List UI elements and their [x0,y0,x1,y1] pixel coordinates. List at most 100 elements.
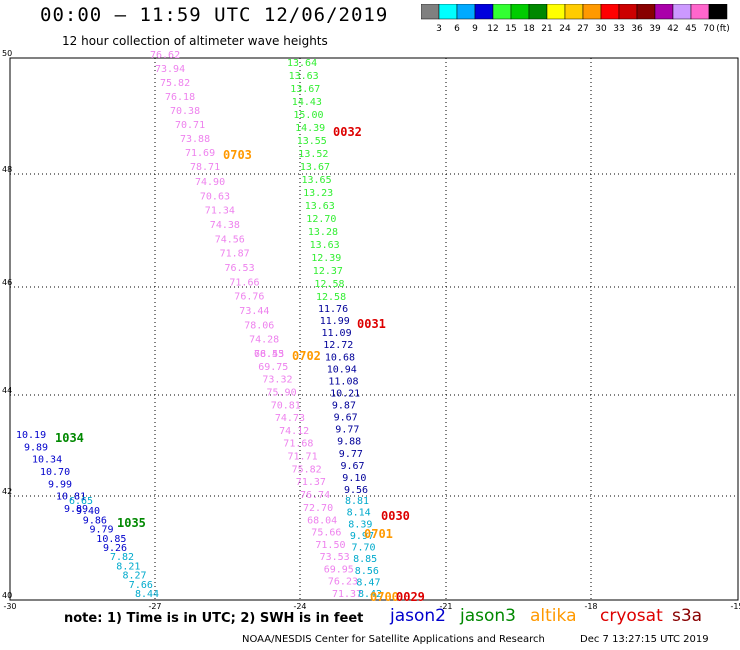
wave-height-value: 76.76 [234,292,264,303]
legend-jason3: jason3 [460,606,516,626]
wave-height-value: 71.37 [296,477,326,488]
colorbar-unit: (ft) [716,24,730,34]
colorbar-tick-label: 12 [487,24,498,34]
lat-label: 46 [2,278,12,287]
pass-label: 0032 [333,125,362,139]
colorbar-swatch [708,4,728,20]
legend-cryosat: cryosat [600,606,663,626]
pass-label: 0031 [357,317,386,331]
credit-text: NOAA/NESDIS Center for Satellite Applica… [242,634,545,645]
legend-altika: altika [530,606,577,626]
wave-height-value: 10.19 [16,430,46,441]
wave-height-value: 10.81 [56,492,86,503]
wave-height-value: 9.87 [332,401,356,412]
wave-height-value: 69.75 [258,362,288,373]
wave-height-value: 71.34 [205,206,235,217]
colorbar-tick-label: 27 [577,24,588,34]
wave-height-value: 9.67 [334,413,358,424]
wave-height-value: 10.68 [325,352,355,363]
pass-label: 1034 [55,431,84,445]
wave-height-value: 8.21 [116,561,140,572]
wave-height-value: 9.79 [90,525,114,536]
wave-height-value: 10.94 [327,364,357,375]
legend-s3a: s3a [672,606,703,626]
wave-height-value: 71.69 [185,148,215,159]
wave-height-value: 70.71 [175,120,205,131]
wave-height-value: 71.66 [229,277,259,288]
wave-height-value: 74.73 [275,413,305,424]
wave-height-value: 13.63 [310,240,340,251]
generated-timestamp: Dec 7 13:27:15 UTC 2019 [580,634,709,645]
pass-label: 0030 [381,509,410,523]
wave-height-value: 73.88 [180,134,210,145]
pass-label: 0029 [396,590,425,604]
lon-label: -30 [3,602,16,611]
wave-height-value: 9.77 [339,449,363,460]
wave-height-value: 12.37 [313,266,343,277]
wave-height-value: 9.56 [344,485,368,496]
wave-height-value: 75.82 [160,78,190,89]
wave-height-value: 8.56 [355,566,379,577]
wave-height-value: 9.88 [337,437,361,448]
wave-height-value: 73.53 [320,552,350,563]
wave-height-value: 70.63 [200,191,230,202]
wave-height-value: 11.09 [322,328,352,339]
wave-height-value: 8.42 [358,589,382,600]
wave-height-value: 75.66 [311,528,341,539]
map-subtitle: 12 hour collection of altimeter wave hei… [62,34,328,48]
wave-height-value: 76.53 [225,263,255,274]
lat-label: 50 [2,49,12,58]
wave-height-colorbar: 3 6 9 12 15 18 21 24 27 30 33 36 39 42 45 70 (ft) [421,4,730,34]
colorbar-tick-label: 3 [436,24,442,34]
wave-height-value: 7.82 [110,552,134,563]
wave-height-value: 72.70 [303,503,333,514]
wave-height-value: 71.50 [315,540,345,551]
wave-height-value: 71.37 [332,589,362,600]
wave-height-value: 13.67 [300,162,330,173]
wave-height-value: 8.27 [123,571,147,582]
colorbar-tick-label: 18 [523,24,535,34]
map-frame [9,57,739,601]
wave-height-value: 6.65 [69,496,93,507]
pass-label: 1035 [117,516,146,530]
wave-height-value: 74.28 [249,335,279,346]
wave-height-value: 7.70 [352,543,376,554]
wave-height-value: 73.44 [239,306,269,317]
wave-height-value: 78.06 [244,320,274,331]
colorbar-tick-label: 42 [667,24,678,34]
wave-height-value: 10.34 [32,455,62,466]
wave-height-value: 8.47 [356,577,380,588]
colorbar-tick-label: 24 [559,24,571,34]
wave-height-value: 71.87 [220,249,250,260]
legend-jason2: jason2 [390,606,446,626]
lat-label: 40 [2,591,12,600]
wave-height-value: 12.39 [311,253,341,264]
wave-height-value: 15.00 [293,110,323,121]
lon-label: -15 [730,602,740,611]
lon-label: -24 [293,602,306,611]
wave-height-value: 78.71 [190,162,220,173]
wave-height-value: 71.71 [288,452,318,463]
wave-height-value: 12.72 [323,340,353,351]
pass-label: 0703 [223,148,252,162]
wave-height-value: 75.90 [267,388,297,399]
units-note: note: 1) Time is in UTC; 2) SWH is in fe… [64,611,364,626]
colorbar-tick-label: 6 [454,24,460,34]
wave-height-value: 12.70 [306,214,336,225]
wave-height-value: 8.39 [348,519,372,530]
wave-height-value: 12.58 [314,279,344,290]
wave-height-value: 13.28 [308,227,338,238]
colorbar-tick-label: 39 [649,24,661,34]
wave-height-value: 74.12 [279,426,309,437]
wave-height-value: 14.43 [292,97,322,108]
wave-height-value: 76.74 [300,490,330,501]
wave-height-value: 9.10 [342,473,366,484]
wave-height-value: 76.23 [328,577,358,588]
lat-label: 42 [2,487,12,496]
colorbar-tick-label: 33 [613,24,624,34]
wave-height-value: 9.89 [64,504,88,515]
wave-height-value: 10.85 [96,534,126,545]
wave-height-value: 69.95 [324,564,354,575]
colorbar-tick-label: 70 [703,24,715,34]
